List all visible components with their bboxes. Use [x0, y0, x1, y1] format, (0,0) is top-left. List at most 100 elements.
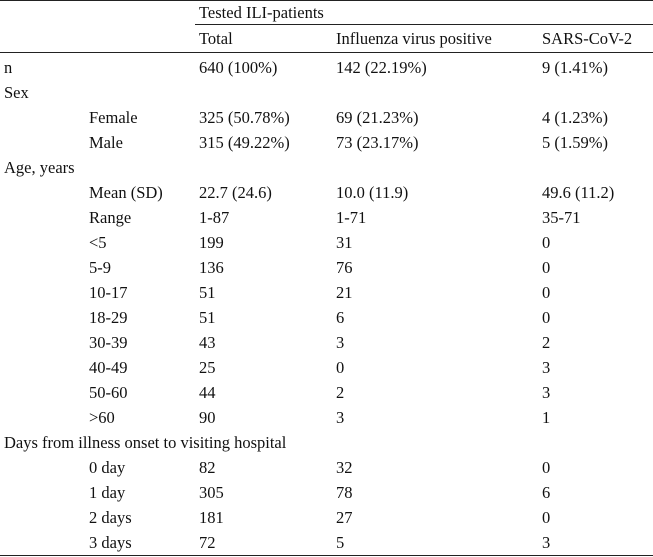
row-sublabel: Male: [89, 133, 123, 152]
group-header-row: Tested ILI-patients: [0, 0, 653, 26]
cell-total: 136: [199, 258, 224, 277]
table-row: 18-29 51 6 0: [0, 305, 653, 331]
table-row: Days from illness onset to visiting hosp…: [0, 430, 653, 456]
cell-influenza-positive: 5: [336, 533, 345, 552]
cell-sars-cov-2: 35-71: [542, 208, 581, 227]
top-rule: [0, 0, 653, 1]
table-row: <5 199 31 0: [0, 230, 653, 256]
cell-sars-cov-2: 6: [542, 483, 551, 502]
cell-total: 305: [199, 483, 224, 502]
table-row: n 640 (100%) 142 (22.19%) 9 (1.41%): [0, 55, 653, 81]
cell-influenza-positive: 6: [336, 308, 345, 327]
cell-sars-cov-2: 0: [542, 258, 551, 277]
table-row: 40-49 25 0 3: [0, 355, 653, 381]
cell-influenza-positive: 3: [336, 333, 345, 352]
cell-sars-cov-2: 5 (1.59%): [542, 133, 608, 152]
cell-total: 72: [199, 533, 216, 552]
table-row: 30-39 43 3 2: [0, 330, 653, 356]
cell-influenza-positive: 2: [336, 383, 345, 402]
cell-influenza-positive: 76: [336, 258, 353, 277]
cell-influenza-positive: 0: [336, 358, 345, 377]
cell-total: 199: [199, 233, 224, 252]
cell-influenza-positive: 3: [336, 408, 345, 427]
column-header-row: Total Influenza virus positive SARS-CoV-…: [0, 26, 653, 52]
cell-total: 640 (100%): [199, 58, 278, 77]
cell-sars-cov-2: 0: [542, 508, 551, 527]
row-sublabel: 30-39: [89, 333, 128, 352]
cell-sars-cov-2: 0: [542, 283, 551, 302]
table-row: Female 325 (50.78%) 69 (21.23%) 4 (1.23%): [0, 105, 653, 131]
cell-sars-cov-2: 0: [542, 458, 551, 477]
cell-total: 22.7 (24.6): [199, 183, 272, 202]
cell-sars-cov-2: 2: [542, 333, 551, 352]
cell-influenza-positive: 73 (23.17%): [336, 133, 419, 152]
table-row: 1 day 305 78 6: [0, 480, 653, 506]
cell-total: 43: [199, 333, 216, 352]
cell-total: 315 (49.22%): [199, 133, 290, 152]
row-sublabel: Range: [89, 208, 132, 227]
cell-sars-cov-2: 9 (1.41%): [542, 58, 608, 77]
cell-sars-cov-2: 0: [542, 233, 551, 252]
row-label: Sex: [4, 83, 29, 102]
table-row: Age, years: [0, 155, 653, 181]
cell-influenza-positive: 27: [336, 508, 353, 527]
cell-influenza-positive: 10.0 (11.9): [336, 183, 409, 202]
cell-influenza-positive: 142 (22.19%): [336, 58, 427, 77]
row-sublabel: 40-49: [89, 358, 128, 377]
cell-influenza-positive: 78: [336, 483, 353, 502]
row-sublabel: Mean (SD): [89, 183, 163, 202]
row-sublabel: 10-17: [89, 283, 128, 302]
table-row: 50-60 44 2 3: [0, 380, 653, 406]
cell-total: 181: [199, 508, 224, 527]
cell-influenza-positive: 31: [336, 233, 353, 252]
cell-total: 1-87: [199, 208, 230, 227]
table-row: 10-17 51 21 0: [0, 280, 653, 306]
group-header-rule: [195, 24, 653, 25]
row-sublabel: Female: [89, 108, 138, 127]
row-sublabel: >60: [89, 408, 115, 427]
cell-sars-cov-2: 49.6 (11.2): [542, 183, 615, 202]
row-sublabel: 3 days: [89, 533, 132, 552]
column-header-sars-cov-2: SARS-CoV-2: [542, 29, 633, 48]
table-row: >60 90 3 1: [0, 405, 653, 431]
cell-total: 51: [199, 283, 216, 302]
column-header-influenza: Influenza virus positive: [336, 29, 492, 48]
cell-total: 90: [199, 408, 216, 427]
table-row: Male 315 (49.22%) 73 (23.17%) 5 (1.59%): [0, 130, 653, 156]
row-label: Age, years: [4, 158, 75, 177]
table-row: 3 days 72 5 3: [0, 530, 653, 556]
cell-sars-cov-2: 3: [542, 533, 551, 552]
table-row: 5-9 136 76 0: [0, 255, 653, 281]
cell-sars-cov-2: 3: [542, 383, 551, 402]
row-sublabel: <5: [89, 233, 107, 252]
row-sublabel: 1 day: [89, 483, 126, 502]
cell-total: 51: [199, 308, 216, 327]
column-header-total: Total: [199, 29, 233, 48]
cell-influenza-positive: 32: [336, 458, 353, 477]
group-header: Tested ILI-patients: [199, 3, 324, 22]
row-sublabel: 2 days: [89, 508, 132, 527]
cell-sars-cov-2: 0: [542, 308, 551, 327]
row-label: n: [4, 58, 13, 77]
cell-influenza-positive: 1-71: [336, 208, 367, 227]
cell-sars-cov-2: 1: [542, 408, 551, 427]
row-sublabel: 0 day: [89, 458, 126, 477]
cell-total: 25: [199, 358, 216, 377]
cell-sars-cov-2: 4 (1.23%): [542, 108, 608, 127]
table-row: Mean (SD) 22.7 (24.6) 10.0 (11.9) 49.6 (11.…: [0, 180, 653, 206]
cell-influenza-positive: 21: [336, 283, 353, 302]
cell-total: 325 (50.78%): [199, 108, 290, 127]
cell-total: 44: [199, 383, 216, 402]
cell-total: 82: [199, 458, 216, 477]
table-row: 2 days 181 27 0: [0, 505, 653, 531]
bottom-rule: [0, 555, 653, 556]
row-sublabel: 18-29: [89, 308, 128, 327]
table-row: 0 day 82 32 0: [0, 455, 653, 481]
cell-influenza-positive: 69 (21.23%): [336, 108, 419, 127]
row-label: Days from illness onset to visiting hosp…: [4, 433, 287, 452]
row-sublabel: 50-60: [89, 383, 128, 402]
cell-sars-cov-2: 3: [542, 358, 551, 377]
table-row: Sex: [0, 80, 653, 106]
header-rule: [0, 52, 653, 53]
